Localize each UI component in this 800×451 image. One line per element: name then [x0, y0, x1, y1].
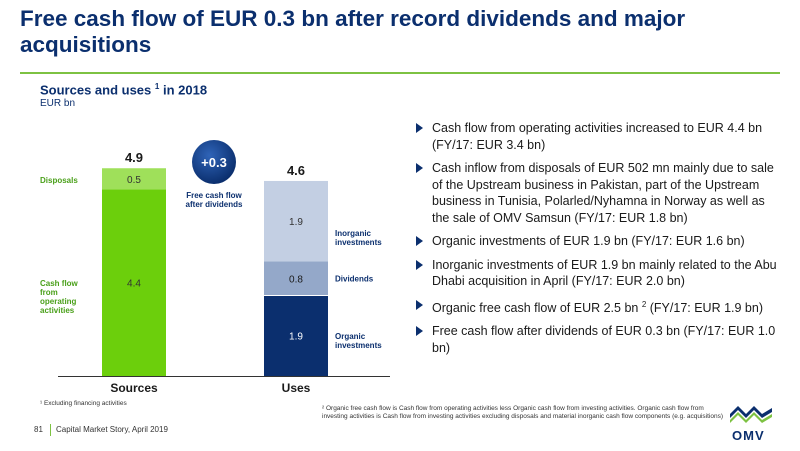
bar-segment-3 — [264, 295, 328, 376]
footer-separator — [50, 424, 51, 436]
bullet-list: Cash flow from operating activities incr… — [416, 120, 780, 363]
annotation-disposals: Disposals — [40, 176, 78, 185]
bullet-item-2: Cash inflow from disposals of EUR 502 mn… — [416, 160, 780, 226]
annotation-dividends: Dividends — [335, 274, 374, 283]
category-label-2: Uses — [282, 381, 311, 395]
category-label-1: Sources — [110, 381, 158, 395]
annotation-cash-flow-line-3: operating — [40, 297, 77, 306]
footnote-1: ¹ Excluding financing activities — [40, 400, 127, 407]
segment-label-2: 0.5 — [127, 175, 141, 186]
bullet-item-6: Free cash flow after dividends of EUR 0.… — [416, 323, 780, 356]
annotation-cash-flow-line-4: activities — [40, 306, 75, 315]
bullet-item-5: Organic free cash flow of EUR 2.5 bn 2 (… — [416, 297, 780, 317]
bullet-arrow-icon — [416, 163, 423, 173]
badge-caption-line-1: Free cash flow — [186, 191, 242, 200]
total-label-2: 4.6 — [287, 163, 305, 178]
bar-segment-5 — [264, 180, 328, 262]
title-divider — [20, 72, 780, 74]
segment-label-1: 4.4 — [127, 279, 141, 290]
bullet-arrow-icon — [416, 123, 423, 133]
bar-segment-4 — [264, 261, 328, 296]
segment-label-3: 1.9 — [289, 332, 303, 343]
omv-logo-text: OMV — [732, 428, 765, 443]
chart-subtitle: Sources and uses 1 in 2018 — [40, 82, 208, 98]
annotation-cash-flow-line-2: from — [40, 288, 58, 297]
annotation-cash-flow-line-1: Cash flow — [40, 279, 79, 288]
bullet-item-1: Cash flow from operating activities incr… — [416, 120, 780, 153]
annotation-organic-line-1: Organic — [335, 332, 366, 341]
annotation-inorganic-line-1: Inorganic — [335, 229, 372, 238]
bullet-arrow-icon — [416, 326, 423, 337]
bullet-arrow-icon — [416, 259, 423, 270]
bar-segment-1 — [102, 189, 166, 376]
annotation-inorganic-line-2: investments — [335, 238, 382, 247]
bullet-arrow-icon — [416, 299, 423, 310]
bullet-item-4: Inorganic investments of EUR 1.9 bn main… — [416, 257, 780, 290]
bullet-item-3: Organic investments of EUR 1.9 bn (FY/17… — [416, 233, 780, 250]
badge-value: +0.3 — [201, 155, 227, 170]
footnote-2: ² Organic free cash flow is Cash flow fr… — [322, 405, 724, 420]
total-label-1: 4.9 — [125, 150, 143, 165]
annotation-organic-line-2: investments — [335, 341, 382, 350]
sources-uses-chart: 4.4 0.5 1.9 0.8 1.9 4.9 4.6 Sources Uses Disposal… — [40, 140, 390, 395]
bullet-arrow-icon — [416, 236, 423, 246]
page-title: Free cash flow of EUR 0.3 bn after recor… — [20, 6, 686, 57]
segment-label-5: 1.9 — [289, 217, 303, 228]
segment-label-4: 0.8 — [289, 274, 303, 285]
footer-text: Capital Market Story, April 2019 — [56, 425, 168, 434]
page-number: 81 — [34, 425, 43, 434]
badge-caption-line-2: after dividends — [186, 200, 243, 209]
omv-logo-icon — [730, 406, 772, 423]
chart-unit: EUR bn — [40, 98, 76, 109]
free-cash-flow-badge — [192, 140, 236, 184]
bar-segment-2 — [102, 168, 166, 190]
